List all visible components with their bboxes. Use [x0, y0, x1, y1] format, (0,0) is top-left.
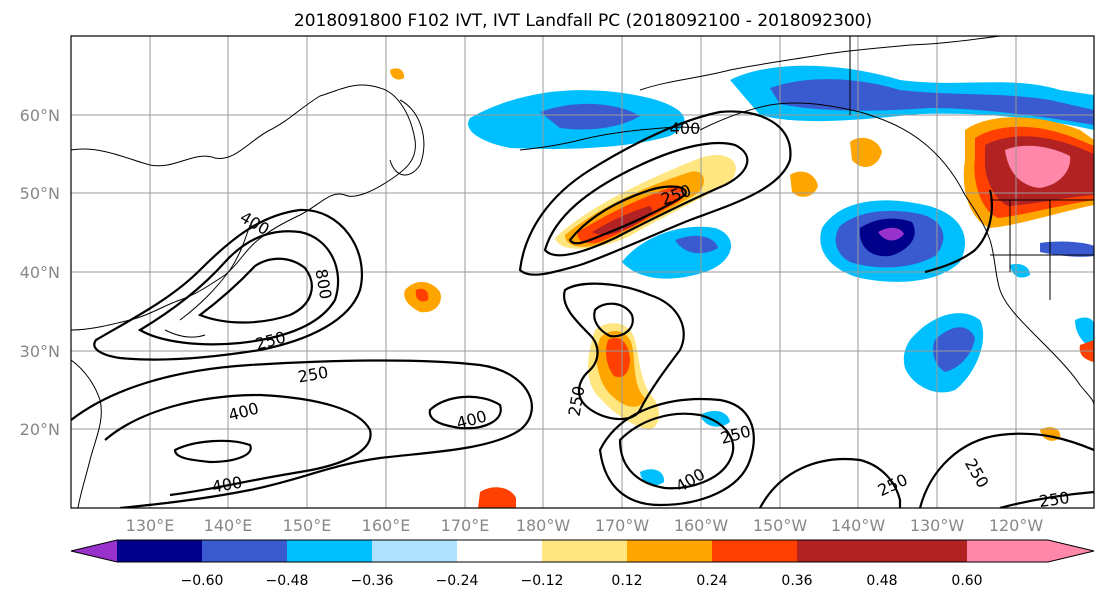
colorbar-extend-low	[71, 540, 117, 562]
lon-label: 160°W	[674, 516, 729, 535]
pc-shade-alaska-mid	[770, 79, 1094, 125]
contour-label: 400	[670, 119, 701, 138]
border-states	[849, 36, 1094, 300]
latitude-labels: 60°N 50°N 40°N 30°N 20°N	[20, 106, 60, 439]
lon-label: 180°W	[516, 516, 571, 535]
pc-shade-small-3	[478, 487, 516, 508]
pc-shade-small-5	[1040, 241, 1094, 257]
pc-shade-japan-red	[415, 288, 429, 302]
lat-label: 20°N	[20, 420, 60, 439]
colorbar-segment	[202, 540, 287, 562]
colorbar-segment	[287, 540, 372, 562]
colorbar-segment	[967, 540, 1048, 562]
colorbar-tick: −0.60	[181, 573, 224, 589]
coast-china	[71, 359, 102, 508]
coast-japan	[164, 224, 251, 338]
coastlines	[71, 36, 1094, 508]
lat-label: 50°N	[20, 184, 60, 203]
contour-subtrop-400b	[173, 439, 252, 464]
colorbar-tick: 0.36	[781, 573, 812, 589]
colorbar-tick: 0.24	[696, 573, 727, 589]
colorbar-segment	[797, 540, 882, 562]
figure-title: 2018091800 F102 IVT, IVT Landfall PC (20…	[294, 11, 872, 31]
lon-label: 140°E	[204, 516, 253, 535]
contour-subtrop-400	[104, 393, 372, 497]
colorbar-tick: 0.12	[611, 573, 642, 589]
lon-label: 130°W	[910, 516, 965, 535]
pc-shade-small-9	[700, 410, 730, 427]
contour-jet-400	[543, 141, 749, 257]
pc-shade-oregon-purple	[878, 227, 904, 241]
colorbar-segment	[372, 540, 457, 562]
lon-label: 170°E	[441, 516, 490, 535]
colorbar-extend-high-tip	[1048, 540, 1094, 562]
coast-kamchatka	[389, 99, 425, 176]
colorbar-tick: −0.24	[436, 573, 479, 589]
lat-label: 60°N	[20, 106, 60, 125]
contour-japan-250	[93, 208, 363, 361]
lat-label: 40°N	[20, 263, 60, 282]
contour-japan-400	[137, 230, 340, 346]
contour-subtrop-400c	[428, 395, 502, 430]
coast-alaska	[639, 36, 1094, 406]
contour-jet-250	[518, 110, 792, 276]
ivt-contours	[71, 110, 1094, 508]
shaded-pc-regions	[390, 65, 1094, 508]
pc-shade-bc-pink	[1005, 145, 1071, 188]
colorbar-outline	[70, 539, 1095, 563]
contour-oregon-250	[924, 189, 993, 274]
colorbar-tick: 0.60	[951, 573, 982, 589]
colorbar-extend-high	[882, 540, 967, 562]
lat-label: 30°N	[20, 342, 60, 361]
colorbar-tick: −0.48	[266, 573, 309, 589]
map-frame	[70, 35, 1095, 509]
pc-shade-small-8	[640, 469, 665, 486]
contour-170w-inner	[593, 302, 634, 338]
colorbar-ticks: −0.60 −0.48 −0.36 −0.24 −0.12 0.12 0.24 …	[181, 573, 983, 589]
gridlines	[71, 36, 1094, 508]
contour-jet-inner	[568, 185, 687, 245]
lon-label: 140°W	[831, 516, 886, 535]
colorbar-tick: −0.36	[351, 573, 394, 589]
lon-label: 160°E	[362, 516, 411, 535]
contour-east-250b	[918, 432, 1094, 508]
contour-far-east-250	[999, 490, 1094, 508]
contour-japan-800	[197, 257, 313, 324]
pc-shade-bering-mid	[540, 103, 640, 130]
pc-shade-small-1	[790, 171, 818, 197]
pc-shade-160w-mid	[675, 235, 718, 254]
pc-shade-135w-mid	[933, 327, 975, 372]
lon-label: 130°E	[126, 516, 175, 535]
contour-160w-400	[618, 412, 735, 490]
colorbar-segment	[712, 540, 797, 562]
colorbar-tick: −0.12	[521, 573, 564, 589]
colorbar-tick: 0.48	[866, 573, 897, 589]
colorbar-segment	[542, 540, 627, 562]
colorbar-segment	[117, 540, 202, 562]
colorbar-segment	[627, 540, 712, 562]
pc-shade-small-10	[1010, 264, 1030, 278]
lon-label: 150°W	[753, 516, 808, 535]
contour-east-250	[759, 458, 902, 508]
contour-subtrop-250	[71, 359, 533, 508]
contour-label: 250	[1038, 488, 1071, 511]
colorbar-segment	[457, 540, 542, 562]
longitude-labels: 130°E 140°E 150°E 160°E 170°E 180°W 170°…	[126, 516, 1044, 535]
coast-asia	[71, 84, 416, 331]
pc-shade-170w-red	[606, 338, 630, 378]
lon-label: 120°W	[989, 516, 1044, 535]
colorbar	[70, 539, 1095, 563]
map-panel: 400 250 400 800 250 250 400 400 400 250 …	[71, 36, 1094, 511]
lon-label: 170°W	[595, 516, 650, 535]
lon-label: 150°E	[283, 516, 332, 535]
pc-shade-small-11	[390, 68, 405, 80]
contour-160w-250	[598, 398, 755, 507]
